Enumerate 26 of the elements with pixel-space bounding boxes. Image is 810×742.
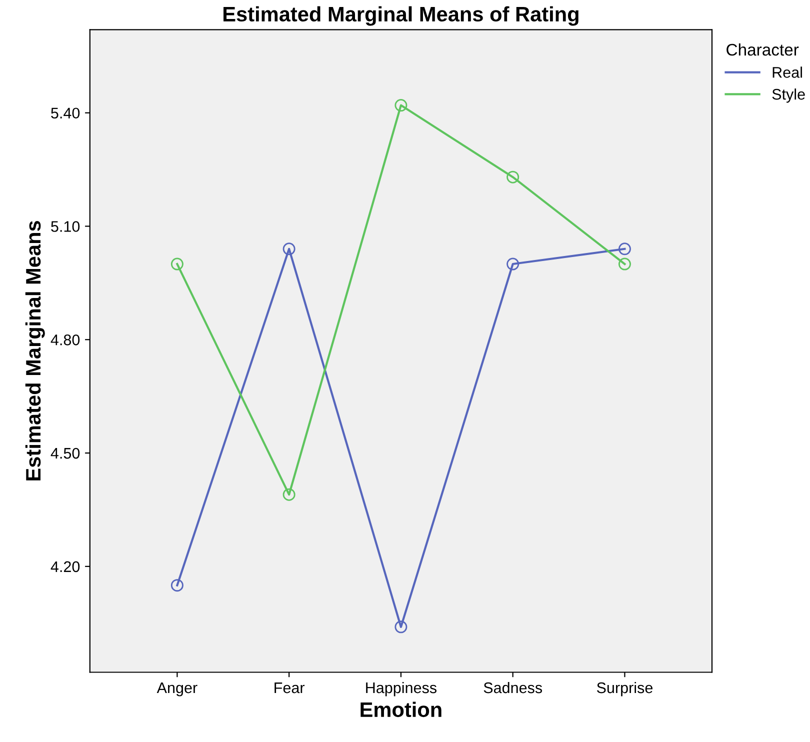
chart-title: Estimated Marginal Means of Rating [224, 6, 578, 26]
legend-label: Style [772, 88, 805, 103]
x-tick-label: Sadness [484, 682, 542, 694]
x-tick-label: Surprise [596, 682, 652, 696]
point [394, 620, 408, 634]
legend-label: Real [772, 66, 802, 78]
point [282, 242, 296, 256]
y-tick-label: 5.40 [51, 108, 80, 119]
y-tick-label: 4.20 [50, 561, 80, 572]
x-tick-label: Anger [156, 682, 198, 696]
y-tick-label: 4.80 [50, 334, 80, 346]
y-tick-label: 5.10 [51, 221, 80, 232]
y-tick-label: 4.50 [50, 448, 80, 459]
point [282, 488, 296, 501]
point [170, 258, 184, 270]
x-tick-label: Happiness [366, 682, 436, 696]
point [394, 99, 408, 112]
point [618, 242, 631, 256]
point [618, 258, 631, 270]
point [506, 258, 520, 270]
legend-title: Character [726, 43, 799, 56]
point [506, 170, 520, 184]
point [170, 579, 184, 592]
y-axis-title: Estimated Marginal Means [25, 220, 45, 480]
x-axis-title: Emotion [360, 702, 442, 718]
x-tick-label: Fear [274, 682, 305, 694]
